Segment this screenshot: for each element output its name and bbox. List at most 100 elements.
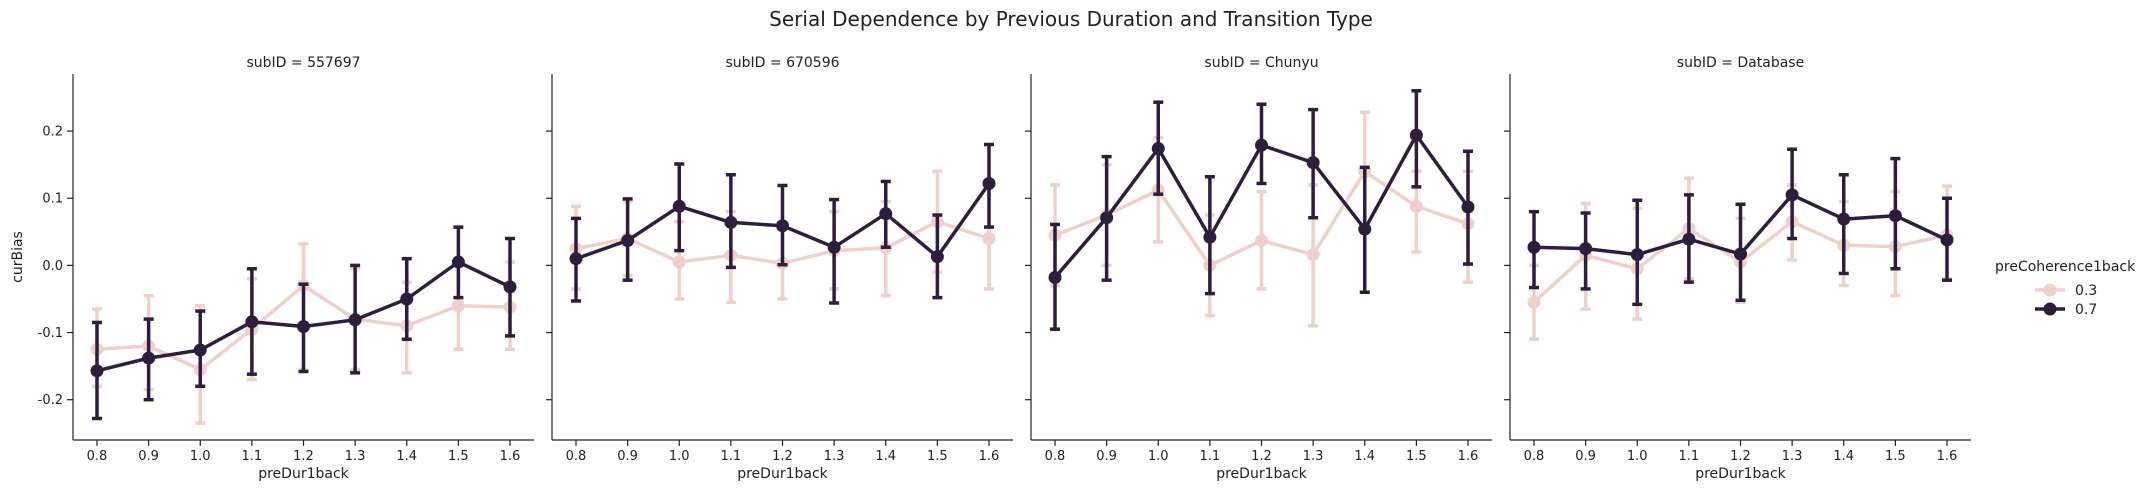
x-tick-label: 1.6 — [979, 449, 1000, 464]
series-0-7 — [90, 225, 517, 421]
x-tick-label: 1.1 — [721, 449, 742, 464]
x-tick-label: 1.1 — [242, 449, 263, 464]
data-point — [1358, 222, 1372, 236]
data-point — [827, 240, 841, 254]
x-tick-label: 1.4 — [1354, 449, 1375, 464]
x-tick-label: 1.0 — [190, 449, 211, 464]
data-point — [1255, 138, 1268, 152]
x-tick-label: 0.9 — [1575, 449, 1596, 464]
data-point — [1734, 247, 1747, 261]
x-tick-label: 1.1 — [1679, 449, 1700, 464]
x-tick-label: 1.6 — [1937, 449, 1958, 464]
x-axis-label: preDur1back — [1216, 466, 1307, 482]
data-point — [1940, 233, 1954, 247]
x-tick-label: 1.5 — [1406, 449, 1427, 464]
x-tick-label: 1.4 — [1833, 449, 1854, 464]
panel-2: subID = 670596 0.8 0.9 1.0 1.1 1.2 1.3 1.4 1.5 1.… — [546, 55, 1013, 482]
x-tick-label: 1.2 — [772, 449, 793, 464]
data-point — [879, 207, 893, 221]
data-point — [1888, 209, 1902, 223]
data-point — [1100, 211, 1114, 225]
x-tick-label: 0.8 — [1045, 449, 1066, 464]
data-point — [1409, 199, 1423, 213]
data-point — [776, 219, 789, 233]
data-point — [1461, 200, 1475, 214]
legend-swatch-marker — [2043, 283, 2057, 297]
data-point — [1630, 248, 1644, 262]
data-point — [1785, 188, 1799, 202]
panel-title: subID = Database — [1677, 55, 1804, 71]
panel-1: subID = 557697 -0.2 -0.1 0.0 0.1 0.2 0.8 0.9 1.0… — [10, 55, 534, 482]
y-tick-label: -0.1 — [38, 326, 63, 341]
data-point — [1203, 230, 1217, 244]
figure-title: Serial Dependence by Previous Duration a… — [769, 7, 1373, 31]
x-tick-label: 1.4 — [875, 449, 896, 464]
data-point — [297, 320, 310, 334]
x-tick-label: 1.0 — [1148, 449, 1169, 464]
panel-title: subID = Chunyu — [1204, 55, 1318, 71]
data-point — [1048, 270, 1062, 284]
panel-title: subID = 670596 — [725, 55, 839, 71]
data-point — [672, 199, 686, 213]
x-tick-label: 1.6 — [500, 449, 521, 464]
y-tick-label: 0.0 — [42, 259, 63, 274]
data-point — [1409, 128, 1423, 142]
data-point — [982, 232, 996, 246]
x-tick-label: 0.8 — [1524, 449, 1545, 464]
panel-3: subID = Chunyu 0.8 0.9 1.0 1.1 1.2 1.3 1.4 1.5 1.… — [1025, 55, 1492, 482]
data-point — [724, 215, 738, 229]
x-tick-label: 1.3 — [824, 449, 845, 464]
x-tick-label: 1.5 — [1885, 449, 1906, 464]
x-axis-label: preDur1back — [258, 466, 349, 482]
data-point — [1682, 232, 1696, 246]
data-point — [503, 280, 517, 294]
x-tick-label: 0.9 — [138, 449, 159, 464]
legend-title: preCoherence1back — [1995, 259, 2136, 275]
x-axis-label: preDur1back — [737, 466, 828, 482]
x-tick-label: 1.6 — [1458, 449, 1479, 464]
data-point — [1306, 156, 1320, 170]
legend-swatch-marker — [2043, 302, 2057, 316]
data-point — [621, 234, 635, 248]
data-point — [569, 252, 583, 266]
x-tick-label: 1.5 — [448, 449, 469, 464]
data-point — [245, 315, 259, 329]
x-tick-label: 1.0 — [1627, 449, 1648, 464]
data-point — [1306, 248, 1320, 262]
x-tick-label: 0.9 — [1096, 449, 1117, 464]
y-tick-label: 0.2 — [42, 125, 63, 140]
series-0-7 — [569, 142, 996, 305]
x-axis-label: preDur1back — [1695, 466, 1786, 482]
x-tick-label: 1.2 — [1730, 449, 1751, 464]
x-tick-label: 1.2 — [1251, 449, 1272, 464]
data-point — [982, 176, 996, 190]
series-0-7 — [1527, 147, 1954, 307]
legend-label: 0.3 — [2075, 283, 2097, 299]
data-point — [451, 299, 465, 313]
y-axis-label: curBias — [10, 231, 26, 283]
data-point — [1527, 240, 1541, 254]
data-point — [930, 250, 944, 264]
x-tick-label: 1.3 — [1303, 449, 1324, 464]
data-point — [1255, 234, 1268, 248]
x-tick-label: 1.5 — [927, 449, 948, 464]
x-tick-label: 0.9 — [617, 449, 638, 464]
data-point — [672, 255, 686, 269]
y-tick-label: 0.1 — [42, 192, 63, 207]
panel-4: subID = Database 0.8 0.9 1.0 1.1 1.2 1.3 1.4 1.5… — [1504, 55, 1971, 482]
legend-label: 0.7 — [2075, 302, 2097, 318]
data-point — [1837, 212, 1851, 226]
x-tick-label: 1.0 — [669, 449, 690, 464]
data-point — [1579, 242, 1593, 256]
data-point — [193, 343, 207, 357]
data-point — [348, 313, 362, 327]
legend: preCoherence1back 0.3 0.7 — [1995, 259, 2136, 318]
data-point — [90, 364, 104, 378]
x-tick-label: 1.2 — [293, 449, 314, 464]
data-point — [400, 292, 414, 306]
data-point — [451, 255, 465, 269]
series-0-7 — [1048, 89, 1475, 331]
x-tick-label: 1.1 — [1200, 449, 1221, 464]
data-point — [142, 351, 156, 365]
